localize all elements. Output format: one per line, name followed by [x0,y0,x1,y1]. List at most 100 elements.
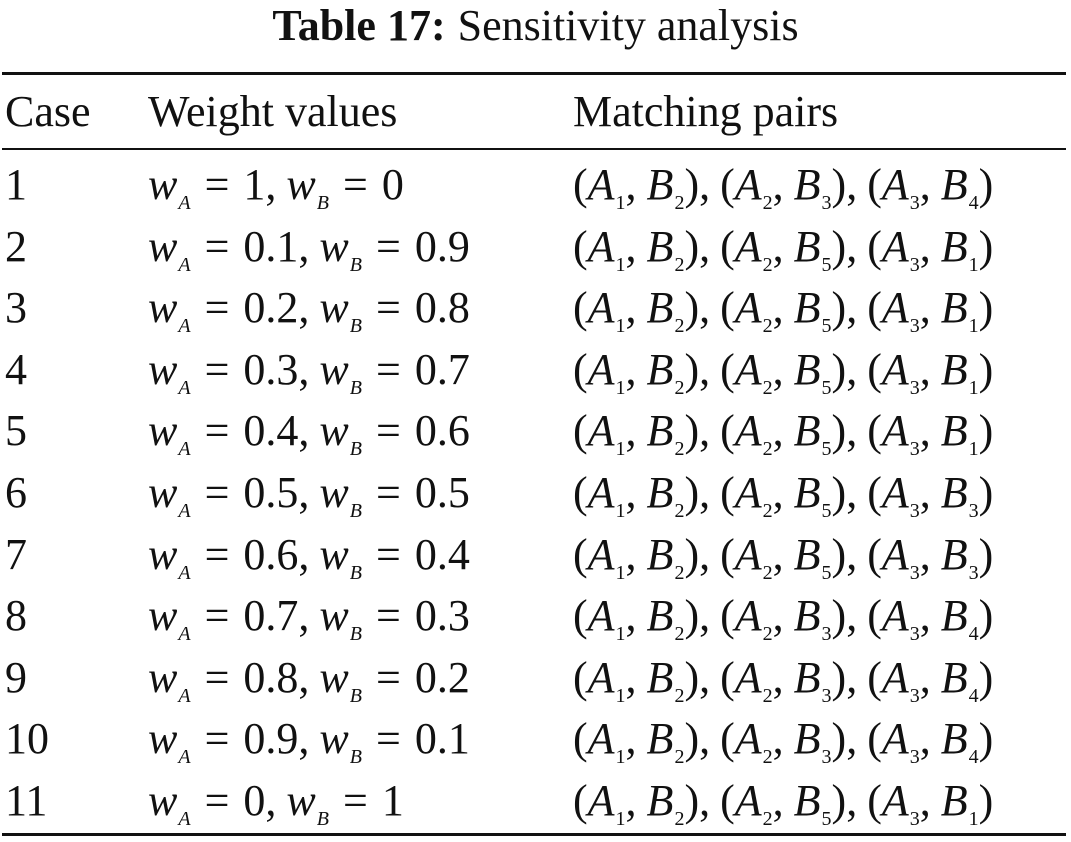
weight-a-value: 0.8 [243,652,299,702]
pair-a-index: 1 [615,500,626,522]
top-rule [2,72,1066,75]
pair-a-index: 1 [615,623,626,646]
table-row: 4 wA = 0.3, wB = 0.7 (A1, B2), (A2, B5), (A3, B1) [0,340,1071,400]
case-number: 7 [5,529,27,579]
matching-pairs: (A1, B2), (A2, B3), (A3, B4) [573,591,994,646]
pair-a-index: 3 [909,746,920,769]
weight-a-value: 0.3 [243,344,299,394]
pair-b-index: 5 [821,253,832,276]
pair-b-index: 3 [821,623,832,646]
pair-a-index: 1 [615,253,626,276]
pair-b-index: 2 [674,561,685,584]
pair-a-index: 2 [762,315,773,338]
pair-b-index: 2 [674,746,685,769]
pair-b-index: 3 [821,192,832,214]
pair-a-index: 2 [762,623,773,646]
weight-b-value: 0 [381,160,404,209]
pair-a-index: 1 [615,684,626,707]
pair-b-index: 2 [674,684,685,707]
pair-b-index: 2 [674,192,685,214]
case-number: 6 [5,468,27,517]
weight-b-value: 0.8 [414,283,470,333]
pair-b-index: 1 [968,376,979,399]
table-row: 8 wA = 0.7, wB = 0.3 (A1, B2), (A2, B3), (A3, B4) [0,586,1071,646]
pair-b-index: 5 [821,561,832,584]
bottom-rule [2,833,1066,836]
pair-b-index: 3 [821,684,832,707]
case-number: 3 [5,283,27,333]
pair-b-index: 2 [674,253,685,276]
header-case: Case [5,87,91,136]
header-weights: Weight values [148,87,398,136]
pair-a-index: 2 [762,253,773,276]
pair-a-index: 3 [909,561,920,584]
weight-a-value: 1 [243,160,266,209]
weight-a-value: 0.6 [243,529,299,579]
pair-a-index: 3 [909,192,920,214]
pair-b-index: 5 [821,808,832,830]
weight-b-value: 0.1 [414,714,470,764]
weight-values: wA = 0.2, wB = 0.8 [148,283,470,338]
pair-b-index: 4 [968,192,979,214]
case-number: 10 [5,714,49,764]
pair-a-index: 2 [762,438,773,461]
header-pairs: Matching pairs [573,87,839,136]
pair-a-index: 3 [909,438,920,461]
weight-a-value: 0.7 [243,591,299,641]
pair-a-index: 3 [909,808,920,830]
weight-b-value: 0.7 [414,344,470,394]
table-row: 7 wA = 0.6, wB = 0.4 (A1, B2), (A2, B5), (A3, B3) [0,525,1071,585]
weight-b-value: 0.2 [414,652,470,702]
weight-values: wA = 0.9, wB = 0.1 [148,714,470,769]
weight-b-value: 0.5 [414,468,470,517]
pair-a-index: 2 [762,500,773,522]
weight-values: wA = 0.3, wB = 0.7 [148,344,470,399]
weight-values: wA = 0, wB = 1 [148,776,404,830]
weight-a-value: 0.5 [243,468,299,517]
pair-b-index: 3 [968,500,979,522]
case-number: 9 [5,652,27,702]
matching-pairs: (A1, B2), (A2, B5), (A3, B1) [573,221,994,276]
pair-a-index: 3 [909,376,920,399]
matching-pairs: (A1, B2), (A2, B5), (A3, B1) [573,283,994,338]
pair-b-index: 5 [821,438,832,461]
weight-b-value: 0.9 [414,221,470,271]
pair-b-index: 5 [821,500,832,522]
matching-pairs: (A1, B2), (A2, B3), (A3, B4) [573,652,994,707]
pair-a-index: 1 [615,746,626,769]
pair-a-index: 1 [615,315,626,338]
case-number: 5 [5,406,27,456]
table-row: 1 wA = 1, wB = 0 (A1, B2), (A2, B3), (A3, B4) [0,155,1071,215]
pair-a-index: 3 [909,623,920,646]
case-number: 4 [5,344,27,394]
weight-values: wA = 0.5, wB = 0.5 [148,468,470,522]
weight-a-value: 0 [243,776,266,825]
pair-b-index: 2 [674,623,685,646]
pair-b-index: 4 [968,746,979,769]
table-caption: Table 17: Sensitivity analysis [0,2,1071,50]
case-number: 1 [5,160,27,209]
weight-values: wA = 1, wB = 0 [148,160,404,214]
pair-b-index: 1 [968,438,979,461]
pair-a-index: 3 [909,315,920,338]
pair-a-index: 1 [615,376,626,399]
pair-a-index: 3 [909,684,920,707]
pair-b-index: 5 [821,376,832,399]
table-header: Case Weight values Matching pairs [0,82,1071,142]
case-number: 8 [5,591,27,641]
pair-a-index: 2 [762,808,773,830]
weight-values: wA = 0.8, wB = 0.2 [148,652,470,707]
matching-pairs: (A1, B2), (A2, B5), (A3, B1) [573,344,994,399]
weight-b-value: 1 [381,776,404,825]
pair-b-index: 1 [968,315,979,338]
weight-a-value: 0.9 [243,714,299,764]
weight-values: wA = 0.1, wB = 0.9 [148,221,470,276]
table-label: Table 17: [272,1,446,50]
pair-b-index: 1 [968,253,979,276]
pair-b-index: 1 [968,808,979,830]
pair-a-index: 2 [762,684,773,707]
pair-a-index: 3 [909,253,920,276]
matching-pairs: (A1, B2), (A2, B3), (A3, B4) [573,160,994,214]
table-row: 2 wA = 0.1, wB = 0.9 (A1, B2), (A2, B5), (A3, B1) [0,217,1071,277]
pair-b-index: 3 [821,746,832,769]
